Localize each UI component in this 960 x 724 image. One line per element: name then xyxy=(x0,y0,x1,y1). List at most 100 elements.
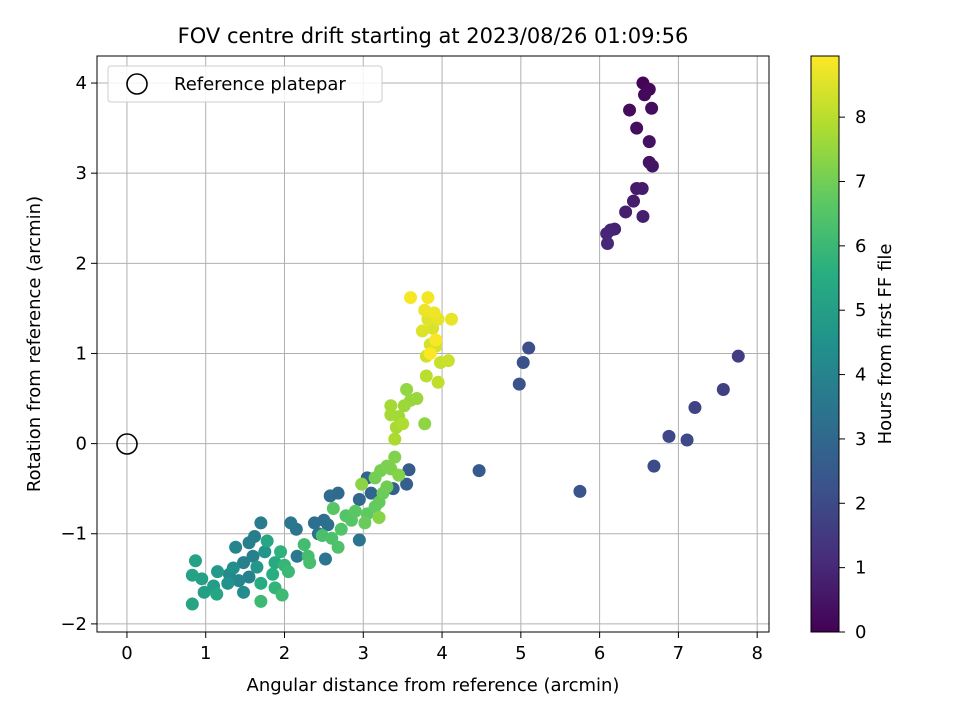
x-tick-label: 6 xyxy=(594,643,605,664)
legend-marker xyxy=(126,73,148,95)
data-point xyxy=(325,531,339,545)
legend-box xyxy=(107,65,383,103)
data-point xyxy=(254,594,268,608)
x-tick-label: 2 xyxy=(279,643,290,664)
data-point xyxy=(326,502,340,516)
data-point xyxy=(352,533,366,547)
x-tick-label: 8 xyxy=(751,643,762,664)
data-point xyxy=(472,464,486,478)
data-point xyxy=(226,561,240,575)
data-point xyxy=(662,429,676,443)
data-point xyxy=(321,518,335,532)
y-tick-label: 0 xyxy=(76,434,87,455)
x-tick-label: 1 xyxy=(200,643,211,664)
data-point xyxy=(431,375,445,389)
data-point xyxy=(410,392,424,406)
data-point xyxy=(642,135,656,149)
data-point xyxy=(188,554,202,568)
data-point xyxy=(645,101,659,115)
colorbar-tick-label: 8 xyxy=(855,107,866,128)
y-axis-label: Rotation from reference (arcmin) xyxy=(24,196,45,492)
data-point xyxy=(619,205,633,219)
colorbar-gradient xyxy=(810,55,840,633)
data-point xyxy=(400,383,414,397)
data-point xyxy=(512,377,526,391)
data-point xyxy=(242,536,256,550)
y-tick-label: 4 xyxy=(76,73,87,94)
data-point xyxy=(281,565,295,579)
data-point xyxy=(318,552,332,566)
data-point xyxy=(397,399,411,413)
data-point xyxy=(429,333,443,347)
colorbar-tick-label: 5 xyxy=(855,300,866,321)
data-point xyxy=(307,516,321,530)
data-point xyxy=(716,383,730,397)
data-point xyxy=(680,433,694,447)
data-point xyxy=(323,489,337,503)
data-point xyxy=(210,587,224,601)
data-point xyxy=(396,417,410,431)
y-tick-label: −2 xyxy=(60,614,87,635)
data-point xyxy=(404,291,418,305)
data-point xyxy=(600,236,614,250)
data-point xyxy=(623,103,637,117)
x-tick-label: 0 xyxy=(121,643,132,664)
data-point xyxy=(421,291,435,305)
data-point xyxy=(364,486,378,500)
colorbar-tick-label: 2 xyxy=(855,493,866,514)
data-point xyxy=(284,516,298,530)
data-point xyxy=(522,341,536,355)
data-point xyxy=(380,480,394,494)
data-point xyxy=(384,408,398,422)
data-point xyxy=(516,355,530,369)
y-tick-label: 3 xyxy=(76,163,87,184)
data-point xyxy=(275,588,289,602)
data-point xyxy=(600,227,614,241)
colorbar-tick-label: 4 xyxy=(855,365,866,386)
data-point xyxy=(630,121,644,135)
data-point xyxy=(229,540,243,554)
colorbar-tick-label: 7 xyxy=(855,171,866,192)
data-point xyxy=(441,354,455,368)
data-point xyxy=(250,560,264,574)
data-point xyxy=(254,516,268,530)
y-axis-ticks: −2 −1 0 1 2 3 4 xyxy=(60,73,97,635)
data-point xyxy=(221,576,235,590)
data-point xyxy=(254,576,268,590)
data-point xyxy=(297,538,311,552)
y-tick-label: 2 xyxy=(76,253,87,274)
data-point xyxy=(402,463,416,477)
data-point xyxy=(392,468,406,482)
data-point xyxy=(445,312,459,326)
legend-label: Reference platepar xyxy=(174,74,346,95)
x-tick-label: 7 xyxy=(673,643,684,664)
data-point xyxy=(388,450,402,464)
data-point xyxy=(636,209,650,223)
data-point xyxy=(258,545,272,559)
colorbar: 0 1 2 3 4 5 6 7 8 Hours from first FF file xyxy=(810,55,896,643)
data-point xyxy=(400,477,414,491)
colorbar-tick-label: 6 xyxy=(855,236,866,257)
data-point xyxy=(232,574,246,588)
data-point xyxy=(355,477,369,491)
data-point xyxy=(290,549,304,563)
data-point xyxy=(688,401,702,415)
data-point xyxy=(647,459,661,473)
data-point xyxy=(260,534,274,548)
colorbar-label: Hours from first FF file xyxy=(875,244,896,445)
data-point xyxy=(274,545,288,559)
data-point xyxy=(384,399,398,413)
data-point xyxy=(418,417,432,431)
colorbar-ticks: 0 1 2 3 4 5 6 7 8 xyxy=(839,107,866,643)
data-point xyxy=(266,567,280,581)
data-point xyxy=(388,432,402,446)
data-point xyxy=(237,556,251,570)
data-point xyxy=(237,585,251,599)
chart-title: FOV centre drift starting at 2023/08/26 … xyxy=(178,24,689,48)
data-point xyxy=(415,324,429,338)
data-point xyxy=(427,306,441,320)
data-point xyxy=(246,549,260,563)
data-point xyxy=(352,492,366,506)
